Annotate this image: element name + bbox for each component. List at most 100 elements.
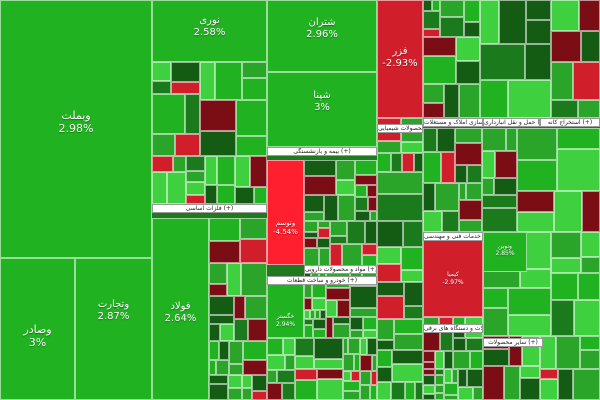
stock-tile[interactable] — [304, 232, 318, 238]
stock-tile[interactable] — [336, 180, 355, 195]
stock-tile[interactable] — [365, 221, 377, 244]
stock-tile[interactable] — [200, 131, 236, 156]
stock-tile[interactable] — [285, 355, 295, 370]
stock-tile[interactable] — [310, 310, 315, 319]
stock-tile[interactable] — [391, 153, 402, 172]
stock-tile[interactable] — [551, 273, 578, 300]
stock-tile[interactable] — [480, 44, 525, 80]
stock-tile[interactable] — [520, 269, 551, 288]
stock-tile[interactable] — [435, 369, 444, 375]
stock-tile[interactable] — [336, 160, 355, 180]
stock-tile[interactable] — [200, 100, 236, 131]
stock-tile[interactable] — [295, 338, 314, 356]
stock-tile[interactable] — [573, 62, 600, 100]
stock-tile[interactable] — [267, 338, 283, 355]
sector-header[interactable]: حمل و نقل انبارداری (+) — [483, 118, 540, 127]
stock-tile[interactable] — [423, 211, 442, 232]
stock-tile-4[interactable]: فولاد 2.64% — [152, 218, 209, 400]
stock-tile[interactable] — [267, 355, 285, 370]
stock-tile[interactable] — [236, 136, 267, 156]
stock-tile[interactable] — [404, 282, 423, 306]
stock-tile[interactable] — [152, 81, 171, 94]
stock-tile[interactable] — [209, 384, 228, 400]
stock-tile[interactable] — [556, 336, 580, 369]
stock-tile[interactable] — [186, 195, 205, 204]
stock-tile[interactable] — [435, 183, 459, 211]
stock-tile[interactable] — [482, 178, 494, 195]
stock-tile[interactable] — [482, 195, 517, 208]
stock-tile[interactable] — [242, 388, 252, 400]
stock-tile[interactable] — [444, 351, 453, 369]
stock-tile[interactable] — [452, 369, 458, 383]
stock-tile[interactable] — [435, 393, 444, 400]
stock-tile[interactable] — [217, 185, 235, 204]
stock-tile[interactable] — [347, 221, 365, 244]
stock-tile[interactable] — [304, 325, 313, 338]
stock-tile[interactable] — [440, 331, 453, 351]
stock-tile[interactable] — [402, 153, 414, 172]
stock-tile[interactable] — [455, 128, 482, 143]
stock-tile[interactable] — [209, 263, 227, 284]
stock-tile[interactable] — [423, 183, 435, 211]
stock-tile[interactable] — [377, 247, 401, 264]
stock-tile[interactable] — [401, 247, 423, 270]
stock-tile[interactable] — [423, 394, 435, 400]
stock-tile[interactable] — [444, 369, 452, 383]
stock-tile[interactable] — [499, 0, 526, 44]
stock-tile[interactable] — [580, 336, 600, 350]
stock-tile[interactable] — [423, 56, 456, 84]
stock-tile[interactable] — [557, 128, 600, 149]
stock-tile[interactable] — [578, 273, 600, 300]
stock-tile[interactable] — [377, 282, 404, 296]
stock-tile[interactable] — [254, 187, 267, 204]
stock-tile[interactable] — [185, 94, 200, 134]
stock-tile[interactable] — [579, 0, 600, 31]
stock-tile[interactable] — [377, 382, 391, 400]
stock-tile[interactable] — [551, 300, 574, 336]
stock-tile[interactable] — [458, 369, 467, 387]
stock-tile[interactable] — [423, 37, 456, 56]
stock-tile[interactable] — [574, 300, 600, 336]
stock-tile[interactable] — [377, 221, 403, 247]
stock-tile[interactable] — [326, 300, 337, 317]
stock-tile[interactable] — [350, 308, 377, 317]
stock-tile[interactable] — [355, 197, 368, 211]
sector-header[interactable]: ماشین آلات و دستگاه های برقی (+) — [423, 324, 483, 333]
stock-tile[interactable] — [455, 165, 467, 183]
stock-tile[interactable] — [350, 286, 377, 308]
stock-tile[interactable] — [209, 241, 240, 263]
stock-tile[interactable] — [480, 0, 499, 44]
stock-tile[interactable] — [241, 263, 267, 296]
stock-tile[interactable] — [209, 341, 219, 360]
stock-tile[interactable] — [423, 11, 440, 29]
stock-tile[interactable] — [317, 369, 343, 379]
stock-tile[interactable] — [557, 149, 600, 191]
stock-tile[interactable] — [582, 191, 600, 232]
stock-tile[interactable] — [508, 80, 551, 118]
stock-tile[interactable] — [360, 371, 371, 385]
stock-tile[interactable] — [330, 221, 347, 236]
sector-header[interactable]: مواد و محصولات دارویی (+) — [304, 265, 377, 274]
stock-tile[interactable] — [228, 388, 242, 400]
stock-tile[interactable] — [186, 171, 205, 182]
stock-tile[interactable] — [423, 128, 437, 152]
stock-tile[interactable] — [242, 62, 267, 78]
stock-tile[interactable] — [314, 338, 343, 359]
stock-tile[interactable] — [304, 298, 312, 310]
stock-tile[interactable] — [217, 156, 235, 185]
stock-tile[interactable] — [540, 369, 558, 379]
stock-tile[interactable] — [171, 82, 200, 94]
stock-tile[interactable] — [540, 379, 558, 400]
stock-tile[interactable] — [517, 160, 557, 191]
stock-tile[interactable] — [216, 360, 229, 375]
stock-tile[interactable] — [377, 141, 401, 153]
stock-tile[interactable] — [455, 143, 482, 165]
stock-tile[interactable] — [517, 212, 554, 232]
stock-tile[interactable] — [458, 387, 473, 400]
stock-tile[interactable] — [526, 20, 551, 44]
stock-tile[interactable] — [205, 156, 217, 185]
stock-tile[interactable] — [453, 351, 470, 369]
stock-tile[interactable] — [551, 62, 573, 100]
stock-tile[interactable] — [350, 317, 363, 330]
stock-tile[interactable] — [423, 362, 435, 369]
